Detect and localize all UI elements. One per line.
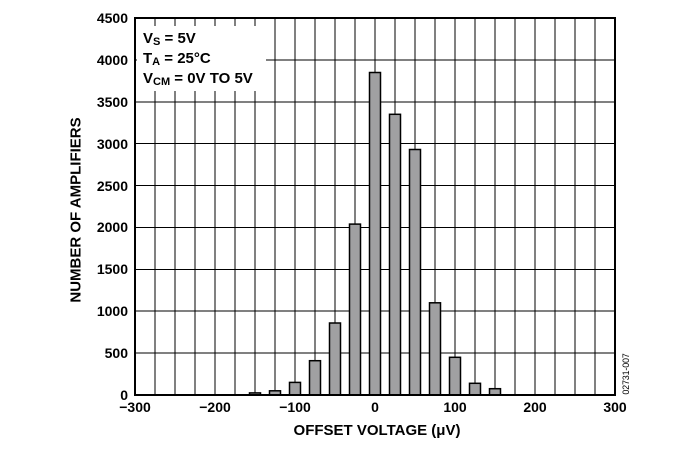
plot-frame	[134, 17, 616, 396]
y-tick-label: 2500	[96, 177, 128, 194]
y-tick-label: 3000	[96, 135, 128, 152]
y-axis-title: NUMBER OF AMPLIFIERS	[67, 117, 85, 303]
annotation-line: TA = 25°C	[143, 50, 211, 68]
histogram-bar	[408, 148, 422, 396]
histogram-bar	[328, 322, 342, 396]
y-tick-label: 1000	[96, 303, 128, 320]
x-tick-label: 0	[371, 399, 379, 415]
histogram-bar	[428, 302, 442, 396]
y-tick-label: 2000	[96, 219, 128, 236]
histogram-bar	[468, 382, 482, 396]
y-tick-label: 1500	[96, 261, 128, 278]
y-tick-label: 0	[120, 387, 128, 403]
y-tick-label: 3500	[96, 93, 128, 110]
y-tick-label: 4500	[96, 10, 128, 26]
figure-number-watermark: 02731-007	[621, 353, 631, 395]
histogram-bars	[248, 71, 502, 396]
y-tick-label: 4000	[96, 51, 128, 68]
annotation-line: VCM = 0V TO 5V	[143, 70, 253, 88]
x-tick-label: −200	[199, 399, 231, 415]
x-axis-title: OFFSET VOLTAGE (μV)	[293, 422, 461, 439]
histogram-bar	[388, 113, 402, 396]
x-tick-label: −100	[279, 399, 311, 415]
annotation-line: VS = 5V	[143, 30, 196, 48]
x-tick-label: 100	[443, 399, 467, 415]
histogram-bar	[448, 356, 462, 396]
test-conditions-annotation: VS = 5V TA = 25°C VCM = 0V TO 5V	[137, 26, 266, 91]
histogram-bar	[288, 381, 302, 396]
histogram-bar	[348, 223, 362, 396]
histogram-bar	[368, 71, 382, 396]
y-tick-label: 500	[104, 345, 128, 362]
x-tick-label: −300	[119, 399, 151, 415]
x-tick-label: 300	[603, 399, 627, 415]
histogram-bar	[308, 359, 322, 396]
x-tick-label: 200	[523, 399, 547, 415]
